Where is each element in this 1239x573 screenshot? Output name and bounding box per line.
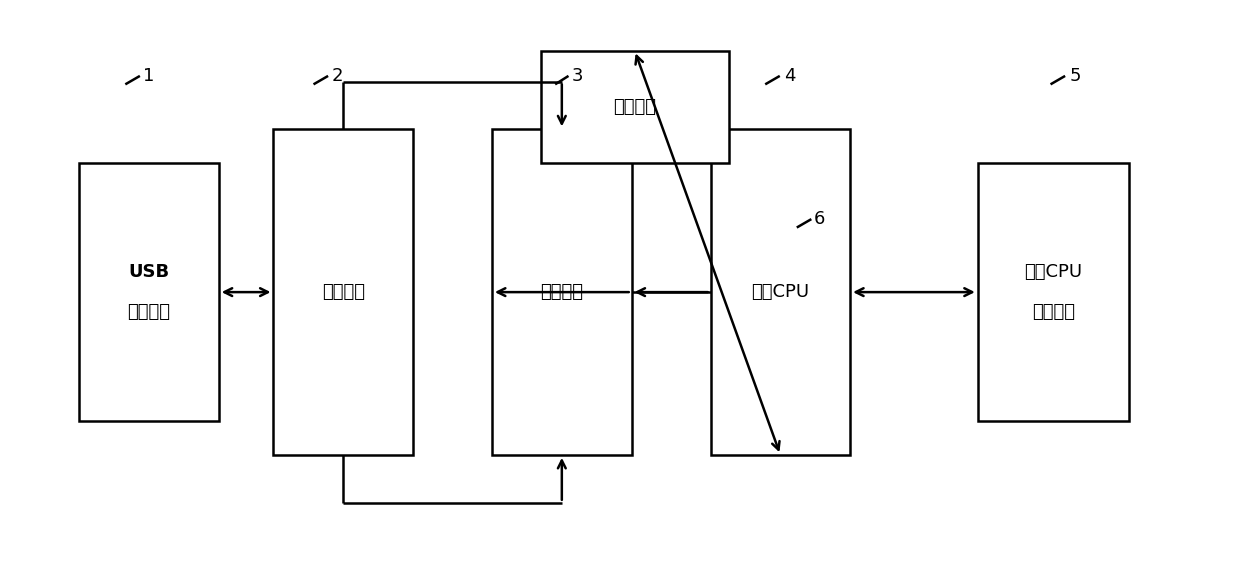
Bar — [710, 129, 850, 455]
Bar — [274, 129, 413, 455]
Text: 电源电路: 电源电路 — [322, 283, 364, 301]
Bar — [79, 163, 219, 421]
Text: 接口电路: 接口电路 — [128, 303, 171, 321]
Text: 闪存电路: 闪存电路 — [613, 98, 657, 116]
Text: 3: 3 — [571, 67, 582, 85]
Text: 外调电路: 外调电路 — [1032, 303, 1075, 321]
Text: 1: 1 — [144, 67, 155, 85]
Bar — [978, 163, 1130, 421]
Text: 2: 2 — [332, 67, 343, 85]
Bar — [540, 50, 729, 163]
Text: 6: 6 — [814, 210, 825, 228]
Bar — [492, 129, 632, 455]
Text: USB: USB — [129, 264, 170, 281]
Text: 加密CPU: 加密CPU — [751, 283, 809, 301]
Text: 注销电路: 注销电路 — [540, 283, 584, 301]
Text: 5: 5 — [1069, 67, 1080, 85]
Text: 4: 4 — [784, 67, 795, 85]
Text: 加密CPU: 加密CPU — [1025, 264, 1083, 281]
